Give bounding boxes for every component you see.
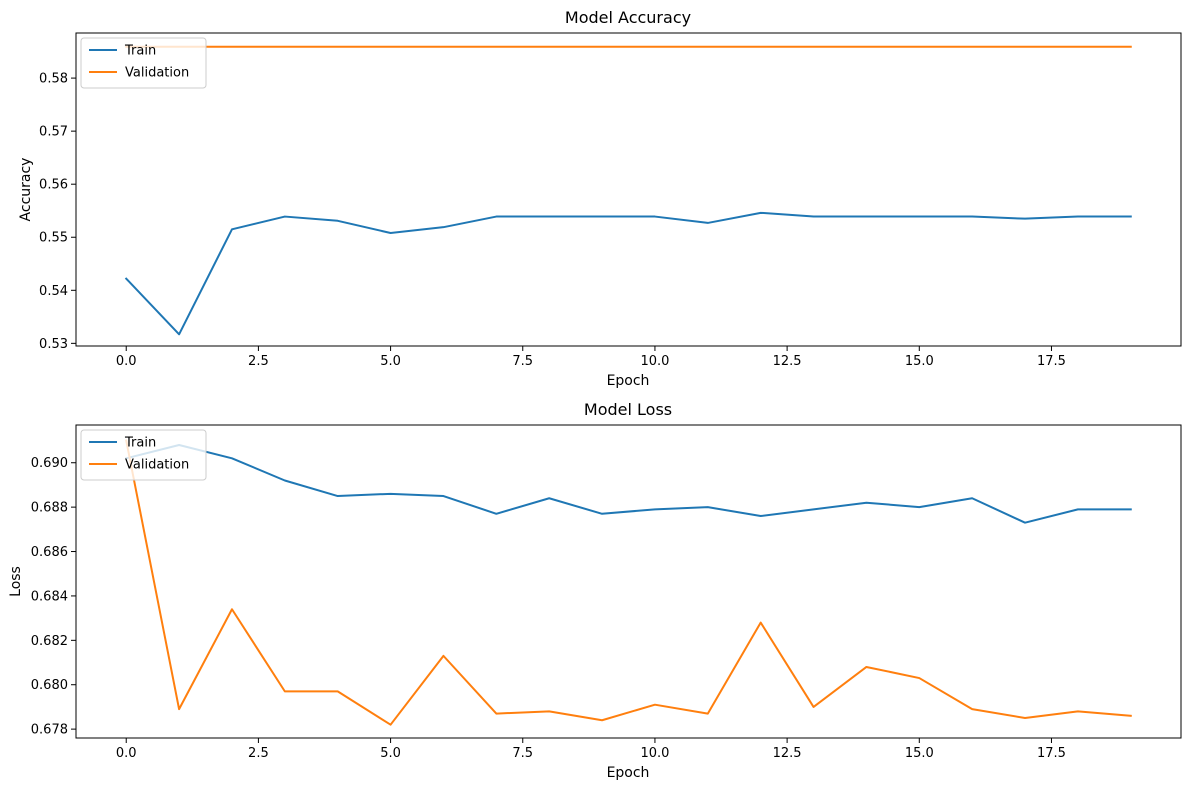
loss-x-tick-label: 0.0 [116,746,137,761]
accuracy-lines [124,45,1132,336]
accuracy-ylabel: Accuracy [18,158,34,222]
accuracy-y-tick-label: 0.58 [39,72,68,87]
accuracy-y-tick-label: 0.57 [39,125,68,140]
loss-ticks: 0.0 2.5 5.0 7.5 10.0 12.5 15.0 17.5 0.678 0.680 0.… [31,456,1066,761]
accuracy-ticks: 0.0 2.5 5.0 7.5 10.0 12.5 15.0 17.5 0.53 0.54 0.55… [39,72,1066,369]
accuracy-x-tick-label: 0.0 [116,354,137,369]
loss-axes-frame [75,424,1182,739]
accuracy-x-tick-label: 17.5 [1037,354,1066,369]
accuracy-y-tick-label: 0.56 [39,178,68,193]
loss-train-line [125,443,1132,524]
accuracy-x-tick-label: 2.5 [248,354,269,369]
loss-y-tick-label: 0.678 [31,723,68,738]
accuracy-legend-validation-label: Validation [125,66,189,81]
loss-x-tick-label: 7.5 [512,746,533,761]
loss-x-tick-label: 5.0 [380,746,401,761]
loss-title: Model Loss [584,400,672,419]
accuracy-title: Model Accuracy [565,8,691,27]
loss-x-tick-label: 2.5 [248,746,269,761]
loss-validation-line [125,439,1132,726]
loss-y-tick-label: 0.688 [31,501,68,516]
accuracy-x-tick-label: 10.0 [640,354,669,369]
accuracy-y-tick-label: 0.54 [39,284,68,299]
loss-y-tick-label: 0.682 [31,634,68,649]
loss-y-tick-label: 0.686 [31,545,68,560]
loss-xlabel: Epoch [607,765,650,781]
accuracy-legend-train-label: Train [124,44,156,59]
loss-legend: Train Validation [80,429,207,481]
loss-x-tick-label: 15.0 [905,746,934,761]
accuracy-x-tick-label: 5.0 [380,354,401,369]
accuracy-subplot: Model Accuracy Epoch Accuracy 0.0 2.5 5.0 7… [18,8,1182,389]
loss-legend-validation-label: Validation [125,458,189,473]
accuracy-xlabel: Epoch [607,373,650,389]
accuracy-x-tick-label: 12.5 [773,354,802,369]
loss-subplot: Model Loss Epoch Loss 0.0 2.5 5.0 7.5 10.0 12… [8,400,1182,781]
accuracy-x-tick-label: 7.5 [512,354,533,369]
loss-legend-train-label: Train [124,436,156,451]
loss-x-tick-label: 10.0 [640,746,669,761]
loss-y-tick-label: 0.680 [31,678,68,693]
loss-y-tick-label: 0.690 [31,456,68,471]
loss-x-tick-label: 17.5 [1037,746,1066,761]
accuracy-legend: Train Validation [80,37,207,89]
accuracy-y-tick-label: 0.53 [39,337,68,352]
accuracy-train-line [124,211,1132,336]
loss-lines [125,439,1132,726]
accuracy-x-tick-label: 15.0 [905,354,934,369]
accuracy-y-tick-label: 0.55 [39,231,68,246]
loss-y-tick-label: 0.684 [31,589,68,604]
loss-x-tick-label: 12.5 [773,746,802,761]
accuracy-axes-frame [75,32,1182,347]
loss-ylabel: Loss [8,566,24,597]
